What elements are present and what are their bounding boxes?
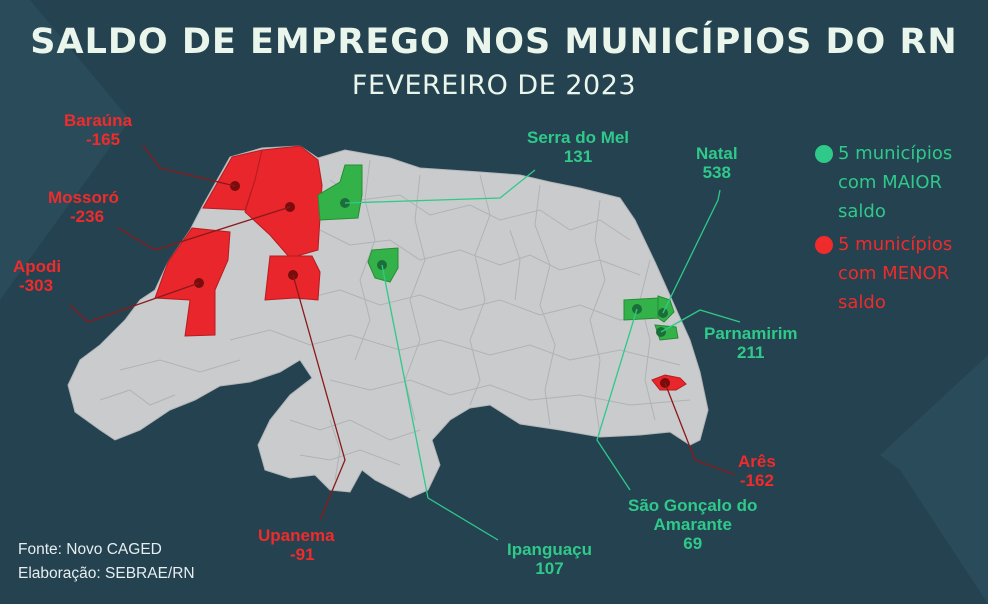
label-apodi: Apodi -303: [13, 257, 62, 295]
municipality-borders: [99, 159, 691, 481]
legend-negative-dot: [815, 236, 833, 254]
natal-line: [662, 189, 721, 314]
upanema-line: [292, 274, 346, 521]
apodi-line: [69, 282, 200, 323]
source-note: Fonte: Novo CAGED Elaboração: SEBRAE/RN: [18, 541, 195, 582]
legend-positive-dot: [815, 145, 833, 163]
negative-areas: [154, 145, 687, 391]
state-shape: [67, 145, 709, 499]
legend-positive-text: 5 municípios com MAIOR saldo: [838, 143, 953, 222]
label-barauna: Baraúna -165: [64, 111, 133, 149]
mossoro-line: [117, 206, 291, 251]
label-sao-goncalo: São Gonçalo do Amarante 69: [628, 496, 758, 553]
label-upanema: Upanema -91: [258, 526, 335, 564]
sao-goncalo-line: [596, 308, 638, 491]
ares-line: [664, 382, 736, 476]
mossoro-area: [244, 145, 323, 259]
page-subtitle: FEVEREIRO DE 2023: [351, 70, 637, 101]
parnamirim-line: [660, 309, 741, 333]
label-serra-do-mel: Serra do Mel 131: [527, 128, 630, 166]
label-natal: Natal 538: [696, 144, 738, 182]
barauna-line: [142, 144, 236, 187]
page-title: SALDO DE EMPREGO NOS MUNICÍPIOS DO RN: [30, 22, 958, 62]
legend-negative-text: 5 municípios com MENOR saldo: [838, 234, 953, 313]
serra-do-mel-line: [344, 169, 536, 204]
label-parnamirim: Parnamirim 211: [704, 324, 798, 362]
label-mossoro: Mossoró -236: [48, 188, 119, 226]
apodi-area: [154, 227, 231, 337]
label-ares: Arês -162: [738, 452, 776, 490]
serra-do-mel-area: [317, 164, 363, 221]
label-ipanguacu: Ipanguaçu 107: [507, 540, 593, 578]
ipanguacu-line: [381, 264, 499, 541]
leader-lines: [69, 144, 741, 541]
